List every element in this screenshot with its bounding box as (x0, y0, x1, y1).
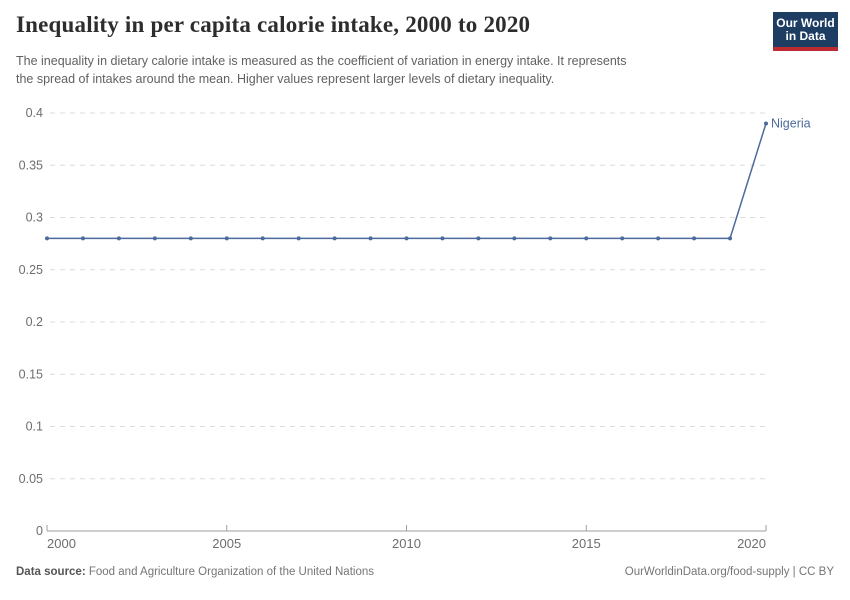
chart-subtitle-line1: The inequality in dietary calorie intake… (16, 54, 627, 68)
chart-footer: Data source: Food and Agriculture Organi… (16, 566, 834, 578)
data-source-label: Data source: (16, 566, 86, 578)
data-point[interactable] (512, 236, 517, 241)
data-point[interactable] (548, 236, 553, 241)
x-tick-label: 2005 (212, 536, 241, 551)
y-tick-label: 0.4 (26, 106, 43, 120)
x-tick-label: 2020 (737, 536, 766, 551)
data-point[interactable] (692, 236, 697, 241)
data-source: Data source: Food and Agriculture Organi… (16, 566, 374, 578)
y-tick-label: 0 (36, 524, 43, 538)
data-point[interactable] (728, 236, 733, 241)
y-tick-label: 0.3 (26, 211, 43, 225)
data-point[interactable] (80, 236, 85, 241)
chart-title: Inequality in per capita calorie intake,… (16, 12, 531, 37)
data-point[interactable] (296, 236, 301, 241)
y-tick-label: 0.15 (19, 367, 43, 381)
y-tick-label: 0.35 (19, 158, 43, 172)
data-point[interactable] (152, 236, 157, 241)
data-point[interactable] (116, 236, 121, 241)
owid-logo[interactable]: Our World in Data (773, 12, 838, 51)
series-line[interactable] (47, 123, 767, 240)
data-point[interactable] (764, 121, 768, 126)
data-point[interactable] (188, 236, 193, 241)
data-point[interactable] (332, 236, 337, 241)
chart-subtitle-line2: the spread of intakes around the mean. H… (16, 72, 555, 86)
owid-logo-line2: in Data (785, 28, 826, 43)
data-point[interactable] (260, 236, 265, 241)
data-point[interactable] (368, 236, 373, 241)
data-point[interactable] (584, 236, 589, 241)
owid-logo-line1: Our World (776, 15, 835, 30)
series-label-nigeria[interactable]: Nigeria (771, 116, 811, 130)
chart-subtitle: The inequality in dietary calorie intake… (16, 52, 627, 88)
data-point[interactable] (404, 236, 409, 241)
data-point[interactable] (620, 236, 625, 241)
credit-link[interactable]: OurWorldinData.org/food-supply | CC BY (624, 566, 834, 578)
y-tick-label: 0.2 (26, 315, 43, 329)
data-source-text: Food and Agriculture Organization of the… (85, 566, 374, 578)
data-point[interactable] (440, 236, 445, 241)
data-point[interactable] (656, 236, 661, 241)
y-tick-label: 0.1 (26, 420, 43, 434)
data-point[interactable] (224, 236, 229, 241)
x-tick-label: 2000 (47, 536, 76, 551)
data-point[interactable] (45, 236, 49, 241)
y-tick-label: 0.25 (19, 263, 43, 277)
x-tick-label: 2010 (392, 536, 421, 551)
data-point[interactable] (476, 236, 481, 241)
y-tick-label: 0.05 (19, 472, 43, 486)
x-tick-label: 2015 (572, 536, 601, 551)
